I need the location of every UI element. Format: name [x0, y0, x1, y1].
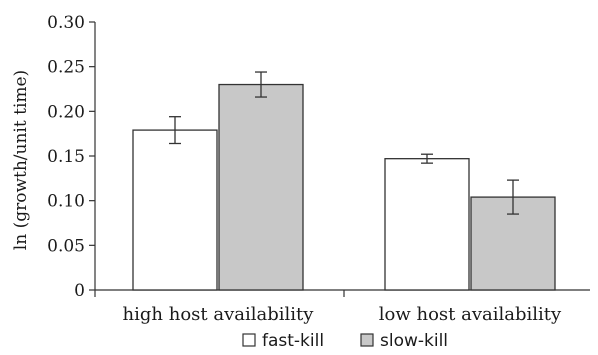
bar-slow-kill — [218, 83, 304, 291]
y-tick-label: 0 — [74, 281, 85, 301]
legend-label: fast-kill — [262, 331, 324, 351]
x-tick-label: low host availability — [379, 304, 562, 325]
y-axis-label: ln (growth/unit time) — [11, 70, 31, 250]
x-tick-label: high host availability — [123, 304, 315, 325]
legend-swatch-fast-kill — [242, 333, 256, 347]
plot-area: 0 0.05 0.10 0.15 0.20 0.25 0.30 high host avail… — [47, 13, 590, 325]
y-tick-label: 0.10 — [47, 192, 85, 212]
y-tick-label: 0.25 — [47, 58, 85, 78]
y-tick-label: 0.05 — [47, 236, 85, 256]
bar-fast-kill — [384, 158, 470, 291]
y-tick-label: 0.15 — [47, 147, 85, 167]
legend: fast-kill slow-kill — [242, 331, 448, 351]
legend-swatch-slow-kill — [360, 333, 374, 347]
y-tick-label: 0.20 — [47, 102, 85, 122]
legend-label: slow-kill — [380, 331, 448, 351]
y-tick-label: 0.30 — [47, 13, 85, 33]
bar-fast-kill — [132, 129, 218, 291]
